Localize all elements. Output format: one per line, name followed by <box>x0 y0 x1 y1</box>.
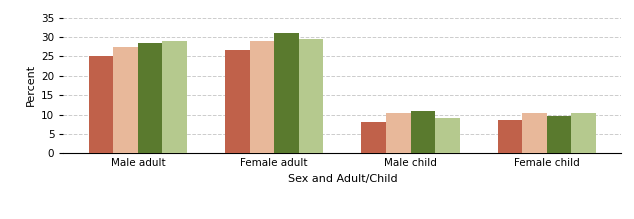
Bar <box>274 33 299 153</box>
Bar <box>299 39 323 153</box>
Bar <box>498 120 522 153</box>
Bar <box>250 41 274 153</box>
Bar <box>435 118 460 153</box>
Y-axis label: Percent: Percent <box>25 64 36 106</box>
Bar <box>225 51 250 153</box>
Bar <box>522 113 547 153</box>
Bar <box>386 113 411 153</box>
Bar <box>571 113 596 153</box>
Bar <box>113 47 138 153</box>
Bar <box>89 56 113 153</box>
Bar <box>162 41 187 153</box>
Bar <box>411 111 435 153</box>
X-axis label: Sex and Adult/Child: Sex and Adult/Child <box>288 174 397 184</box>
Bar <box>361 122 386 153</box>
Bar <box>547 117 571 153</box>
Bar <box>138 43 162 153</box>
